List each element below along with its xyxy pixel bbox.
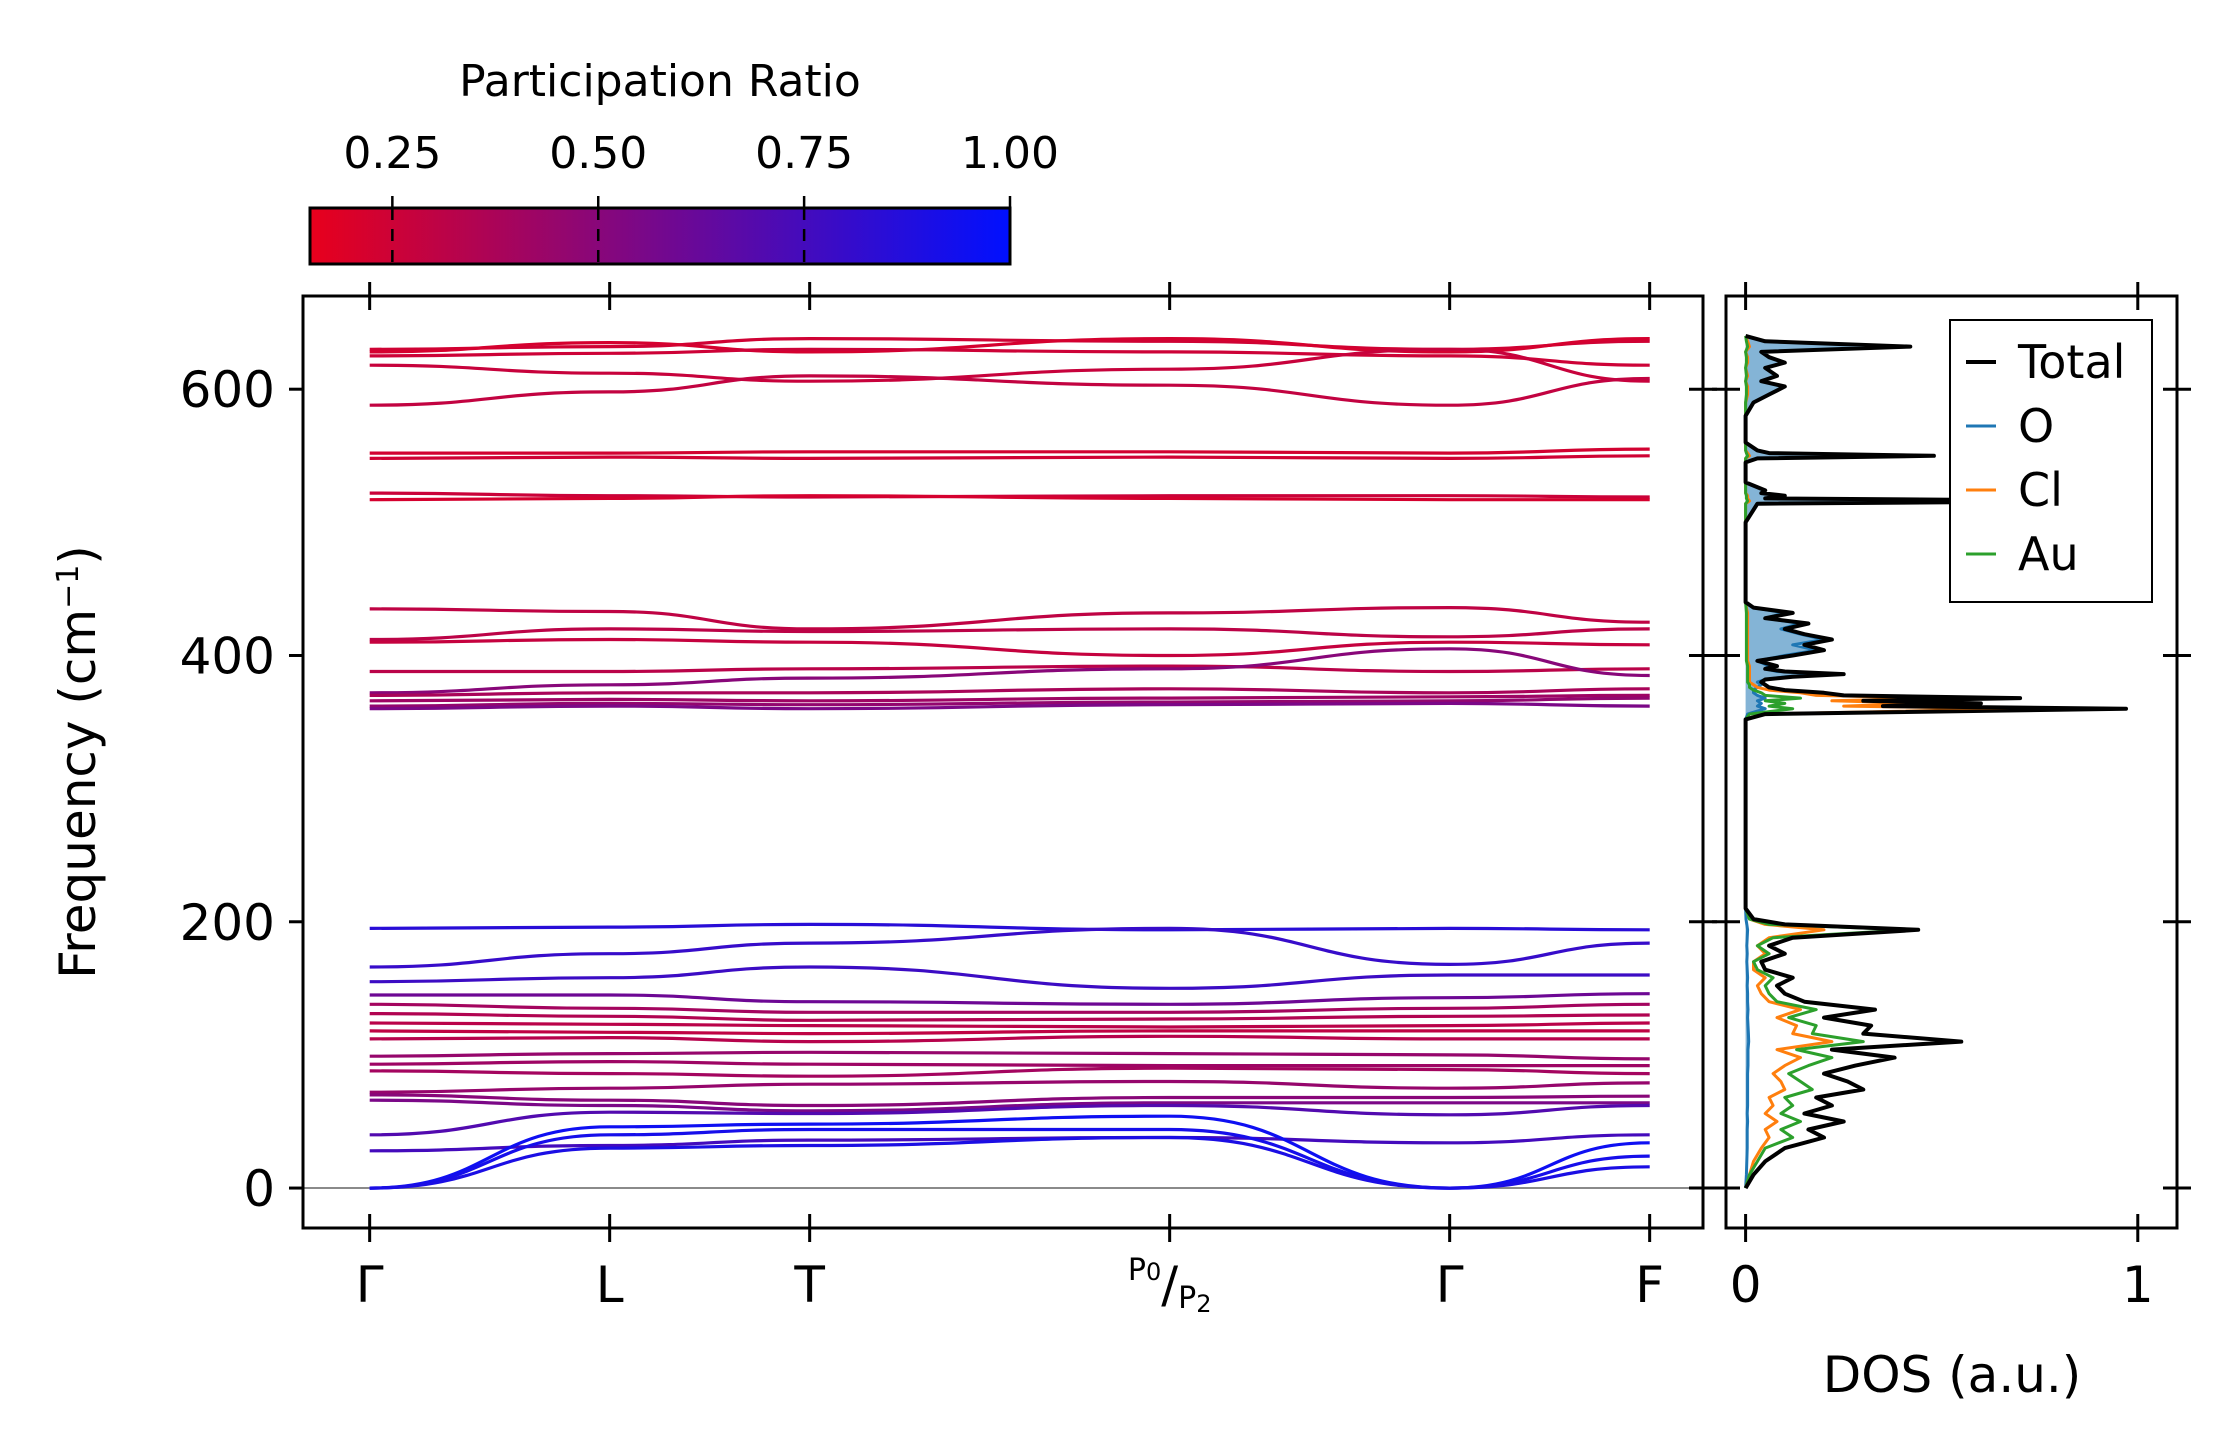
phonon-branch-19 — [369, 926, 1650, 969]
k-label-p2-letter: P — [1178, 1281, 1196, 1316]
legend-label-O: O — [2018, 399, 2054, 453]
k-label-slash: / — [1161, 1256, 1178, 1314]
y-axis-label-sup: −1 — [51, 565, 86, 609]
phonon-branch-13 — [369, 647, 1650, 695]
colorbar-rect — [308, 206, 1012, 266]
y-axis-label: Frequency (cm−1) — [49, 545, 107, 979]
legend-label-Au: Au — [2018, 527, 2079, 581]
k-label-p2-sub: 2 — [1196, 1290, 1211, 1318]
dos-line-Au — [1744, 335, 1912, 1189]
phonon-branch-29 — [369, 1066, 1650, 1078]
phonon-branch-9 — [369, 605, 1650, 631]
legend-items: Total O Cl Au — [1966, 335, 2125, 581]
colorbar: Participation Ratio 0.25 0.50 0.75 1.00 — [308, 56, 1059, 266]
dos-x-axis-label: DOS (a.u.) — [1823, 1346, 2082, 1404]
k-point-label: Γ — [356, 1256, 384, 1314]
phonon-branch-21 — [369, 992, 1650, 1006]
phonon-branch-20 — [369, 965, 1650, 990]
colorbar-tick-label: 0.25 — [343, 128, 441, 179]
phonon-branch-4 — [369, 374, 1650, 407]
phonon-branch-5 — [369, 447, 1650, 455]
k-label-p0-sub: 0 — [1146, 1258, 1161, 1286]
dos-curves — [1743, 333, 2128, 1190]
phonon-branch-10 — [369, 627, 1650, 642]
phonon-branch-24 — [369, 1021, 1650, 1029]
phonon-branch-34 — [369, 1133, 1650, 1153]
phonon-branch-1 — [369, 336, 1650, 354]
legend-label-Cl: Cl — [2018, 463, 2063, 517]
dos-x-tick-label: 1 — [2122, 1256, 2154, 1314]
colorbar-ticks: 0.25 0.50 0.75 1.00 — [343, 128, 1059, 264]
phonon-branch-8 — [369, 494, 1650, 502]
phonon-branch-33 — [369, 1103, 1650, 1137]
y-tick-label: 400 — [180, 627, 275, 685]
phonon-branch-6 — [369, 454, 1650, 461]
phonon-branch-12 — [369, 664, 1650, 674]
phonon-branch-22 — [369, 1002, 1650, 1014]
phonon-bands — [369, 336, 1650, 1190]
legend: Total O Cl Au — [1949, 319, 2153, 603]
phonon-branch-14 — [369, 687, 1650, 697]
y-tick-label: 600 — [180, 361, 275, 419]
colorbar-title: Participation Ratio — [459, 56, 861, 107]
y-axis-label-close: ) — [49, 545, 107, 565]
phonon-branch-31 — [369, 1093, 1650, 1108]
dos-x-tick-label: 0 — [1730, 1256, 1762, 1314]
phonon-branch-15 — [369, 693, 1650, 703]
phonon-branch-37 — [369, 1135, 1650, 1190]
legend-label-Total: Total — [2017, 335, 2125, 389]
k-label-p0-letter: P — [1128, 1253, 1146, 1288]
phonon-branch-32 — [369, 1098, 1650, 1113]
phonon-branch-28 — [369, 1059, 1650, 1068]
phonon-branch-30 — [369, 1079, 1650, 1094]
phonon-branch-11 — [369, 637, 1650, 658]
colorbar-tick-label: 0.75 — [755, 128, 853, 179]
phonon-branch-23 — [369, 1012, 1650, 1022]
k-point-label: L — [596, 1256, 624, 1314]
phonon-branch-25 — [369, 1029, 1650, 1036]
phonon-branch-26 — [369, 1034, 1650, 1044]
phonon-branch-2 — [369, 347, 1650, 367]
phonon-branch-16 — [369, 696, 1650, 708]
dos-line-Total — [1743, 333, 2128, 1190]
phonon-branch-18 — [369, 922, 1650, 932]
colorbar-tick-label: 0.50 — [549, 128, 647, 179]
y-tick-label: 200 — [180, 894, 275, 952]
k-point-label: F — [1635, 1256, 1664, 1314]
y-axis-label-base: Frequency (cm — [49, 609, 107, 979]
dos-plot-frame — [1724, 294, 2179, 1230]
phonon-branch-27 — [369, 1050, 1650, 1061]
colorbar-tick-label: 1.00 — [961, 128, 1059, 179]
phonon-branch-3 — [369, 347, 1650, 383]
k-point-label: T — [793, 1256, 825, 1314]
phonon-branch-17 — [369, 701, 1650, 711]
k-point-label: Γ — [1436, 1256, 1464, 1314]
band-plot-frame — [301, 294, 1705, 1230]
y-tick-label: 0 — [243, 1160, 275, 1218]
k-label-p0-p2: P0/P2 — [1128, 1253, 1212, 1318]
